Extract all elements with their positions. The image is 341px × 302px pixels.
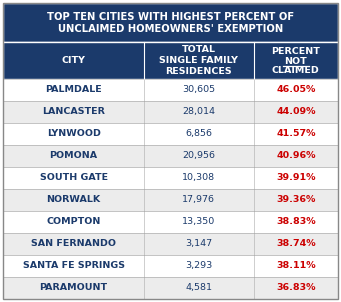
Text: 20,956: 20,956 bbox=[182, 151, 216, 160]
Text: 36.83%: 36.83% bbox=[276, 284, 315, 292]
Text: POMONA: POMONA bbox=[49, 151, 98, 160]
Text: SANTA FE SPRINGS: SANTA FE SPRINGS bbox=[23, 262, 124, 270]
Bar bbox=[3, 189, 338, 211]
Bar bbox=[3, 101, 338, 123]
Text: COMPTON: COMPTON bbox=[46, 217, 101, 226]
Text: 38.83%: 38.83% bbox=[276, 217, 316, 226]
Bar bbox=[3, 42, 338, 79]
Bar bbox=[3, 3, 338, 42]
Text: NORWALK: NORWALK bbox=[46, 195, 101, 204]
Text: 10,308: 10,308 bbox=[182, 173, 216, 182]
Text: 39.36%: 39.36% bbox=[276, 195, 315, 204]
Text: PALMDALE: PALMDALE bbox=[45, 85, 102, 94]
Bar bbox=[3, 145, 338, 167]
Text: 41.57%: 41.57% bbox=[276, 129, 315, 138]
Text: TOTAL
SINGLE FAMILY
RESIDENCES: TOTAL SINGLE FAMILY RESIDENCES bbox=[160, 45, 238, 76]
Text: 3,147: 3,147 bbox=[186, 239, 212, 248]
Text: 38.11%: 38.11% bbox=[276, 262, 316, 270]
Text: 3,293: 3,293 bbox=[185, 262, 212, 270]
Bar bbox=[3, 255, 338, 277]
Text: 4,581: 4,581 bbox=[186, 284, 212, 292]
Bar bbox=[3, 167, 338, 189]
Bar bbox=[3, 123, 338, 145]
Text: UNCLAIMED HOMEOWNERS' EXEMPTION: UNCLAIMED HOMEOWNERS' EXEMPTION bbox=[58, 24, 283, 34]
Text: 30,605: 30,605 bbox=[182, 85, 216, 94]
Text: LANCASTER: LANCASTER bbox=[42, 107, 105, 116]
Bar bbox=[3, 277, 338, 299]
Text: 40.96%: 40.96% bbox=[276, 151, 315, 160]
Text: 38.74%: 38.74% bbox=[276, 239, 316, 248]
Text: 39.91%: 39.91% bbox=[276, 173, 315, 182]
Text: CLAIMED: CLAIMED bbox=[272, 66, 320, 75]
Text: SOUTH GATE: SOUTH GATE bbox=[40, 173, 108, 182]
Text: NOT: NOT bbox=[284, 57, 307, 66]
Text: 13,350: 13,350 bbox=[182, 217, 216, 226]
Text: 6,856: 6,856 bbox=[186, 129, 212, 138]
Text: SAN FERNANDO: SAN FERNANDO bbox=[31, 239, 116, 248]
Text: TOP TEN CITIES WITH HIGHEST PERCENT OF: TOP TEN CITIES WITH HIGHEST PERCENT OF bbox=[47, 12, 294, 22]
Text: LYNWOOD: LYNWOOD bbox=[47, 129, 101, 138]
Text: CITY: CITY bbox=[62, 56, 86, 65]
Text: 28,014: 28,014 bbox=[182, 107, 216, 116]
Text: 17,976: 17,976 bbox=[182, 195, 216, 204]
Text: PERCENT: PERCENT bbox=[271, 47, 320, 56]
Bar bbox=[3, 79, 338, 101]
Bar bbox=[3, 233, 338, 255]
Text: 44.09%: 44.09% bbox=[276, 107, 315, 116]
Text: 46.05%: 46.05% bbox=[276, 85, 315, 94]
Text: PARAMOUNT: PARAMOUNT bbox=[40, 284, 108, 292]
Bar bbox=[3, 211, 338, 233]
